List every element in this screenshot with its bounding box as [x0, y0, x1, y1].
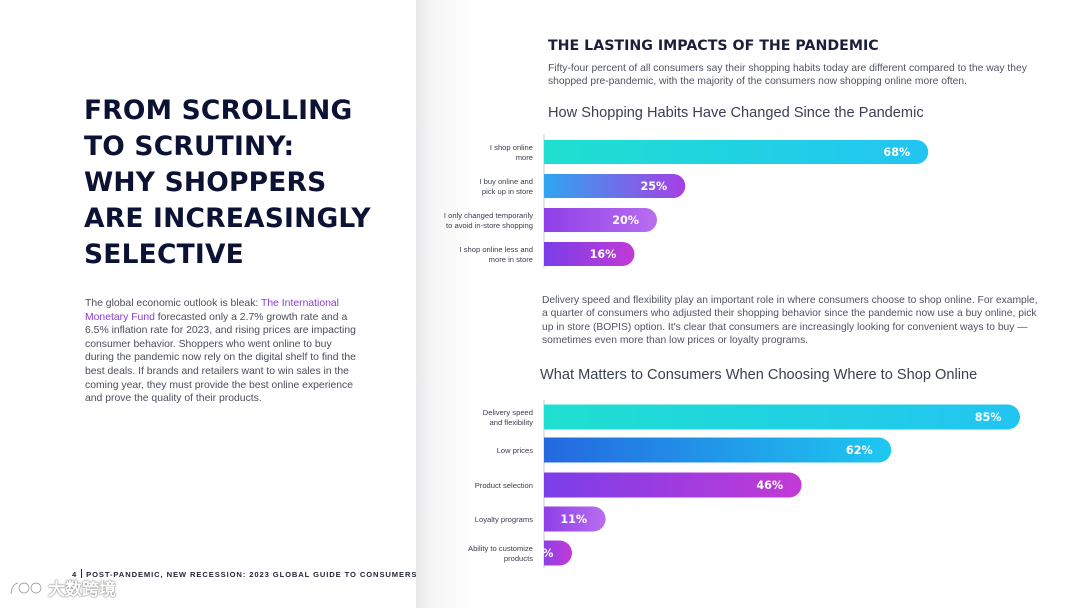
- value-label: 85%: [975, 411, 1002, 424]
- value-label: 16%: [590, 248, 617, 261]
- category-label: products: [504, 554, 533, 563]
- category-label: and flexibility: [490, 418, 534, 427]
- value-label: 46%: [756, 479, 783, 492]
- headline-line: FROM SCROLLING: [84, 95, 353, 126]
- delivery-paragraph: Delivery speed and flexibility play an i…: [542, 295, 1038, 346]
- category-label: I only changed temporarily: [444, 211, 533, 220]
- category-label: Product selection: [475, 481, 533, 490]
- chart-title-priorities: What Matters to Consumers When Choosing …: [540, 367, 978, 383]
- bar: [544, 208, 657, 232]
- value-label: 5%: [535, 547, 554, 560]
- category-label: I shop online less and: [460, 245, 533, 254]
- headline-line: ARE INCREASINGLY: [84, 203, 371, 234]
- category-label: to avoid in-store shopping: [446, 221, 533, 230]
- bar: [544, 242, 635, 266]
- headline-line: WHY SHOPPERS: [84, 167, 327, 198]
- page-footer: 4 POST-PANDEMIC, NEW RECESSION: 2023 GLOB…: [72, 569, 417, 579]
- headline: FROM SCROLLING TO SCRUTINY: WHY SHOPPERS…: [84, 93, 404, 273]
- imf-link[interactable]: The International Monetary Fund: [85, 298, 339, 323]
- value-label: 25%: [640, 180, 667, 193]
- category-label: Delivery speed: [483, 408, 533, 417]
- category-label: more: [516, 153, 533, 162]
- watermark: 大数跨境: [8, 575, 116, 600]
- bar: [544, 437, 892, 463]
- bar: [544, 174, 686, 198]
- category-label: I buy online and: [479, 177, 533, 186]
- headline-line: SELECTIVE: [84, 239, 244, 270]
- category-label: Loyalty programs: [475, 515, 533, 524]
- section-intro: Fifty-four percent of all consumers say …: [548, 63, 1027, 88]
- category-label: pick up in store: [482, 187, 533, 196]
- chart-title-habits: How Shopping Habits Have Changed Since t…: [548, 105, 924, 121]
- category-label: Low prices: [497, 446, 533, 455]
- value-label: 62%: [846, 444, 873, 457]
- page-number: 4: [72, 570, 78, 579]
- section-title: THE LASTING IMPACTS OF THE PANDEMIC: [548, 38, 879, 54]
- value-label: 11%: [560, 513, 587, 526]
- bar: [544, 404, 1020, 430]
- left-page: FROM SCROLLING TO SCRUTINY: WHY SHOPPERS…: [0, 0, 416, 608]
- value-label: 68%: [883, 146, 910, 159]
- watermark-logo-icon: [9, 581, 43, 595]
- category-label: I shop online: [490, 143, 533, 152]
- value-label: 20%: [612, 214, 639, 227]
- category-label: more in store: [489, 255, 533, 264]
- watermark-text: 大数跨境: [48, 580, 116, 599]
- body-text: The global economic outlook is bleak:: [85, 298, 261, 309]
- bar: [544, 540, 572, 566]
- bar: [544, 472, 802, 498]
- intro-paragraph: The global economic outlook is bleak: Th…: [85, 297, 363, 406]
- category-label: Ability to customize: [468, 544, 533, 553]
- body-text: forecasted only a 2.7% growth rate and a…: [85, 311, 356, 405]
- bar: [544, 140, 929, 164]
- footer-divider: [81, 569, 83, 578]
- footer-title: POST-PANDEMIC, NEW RECESSION: 2023 GLOBA…: [86, 570, 418, 579]
- headline-line: TO SCRUTINY:: [84, 131, 295, 162]
- right-page: [416, 0, 1080, 608]
- bar: [544, 506, 606, 532]
